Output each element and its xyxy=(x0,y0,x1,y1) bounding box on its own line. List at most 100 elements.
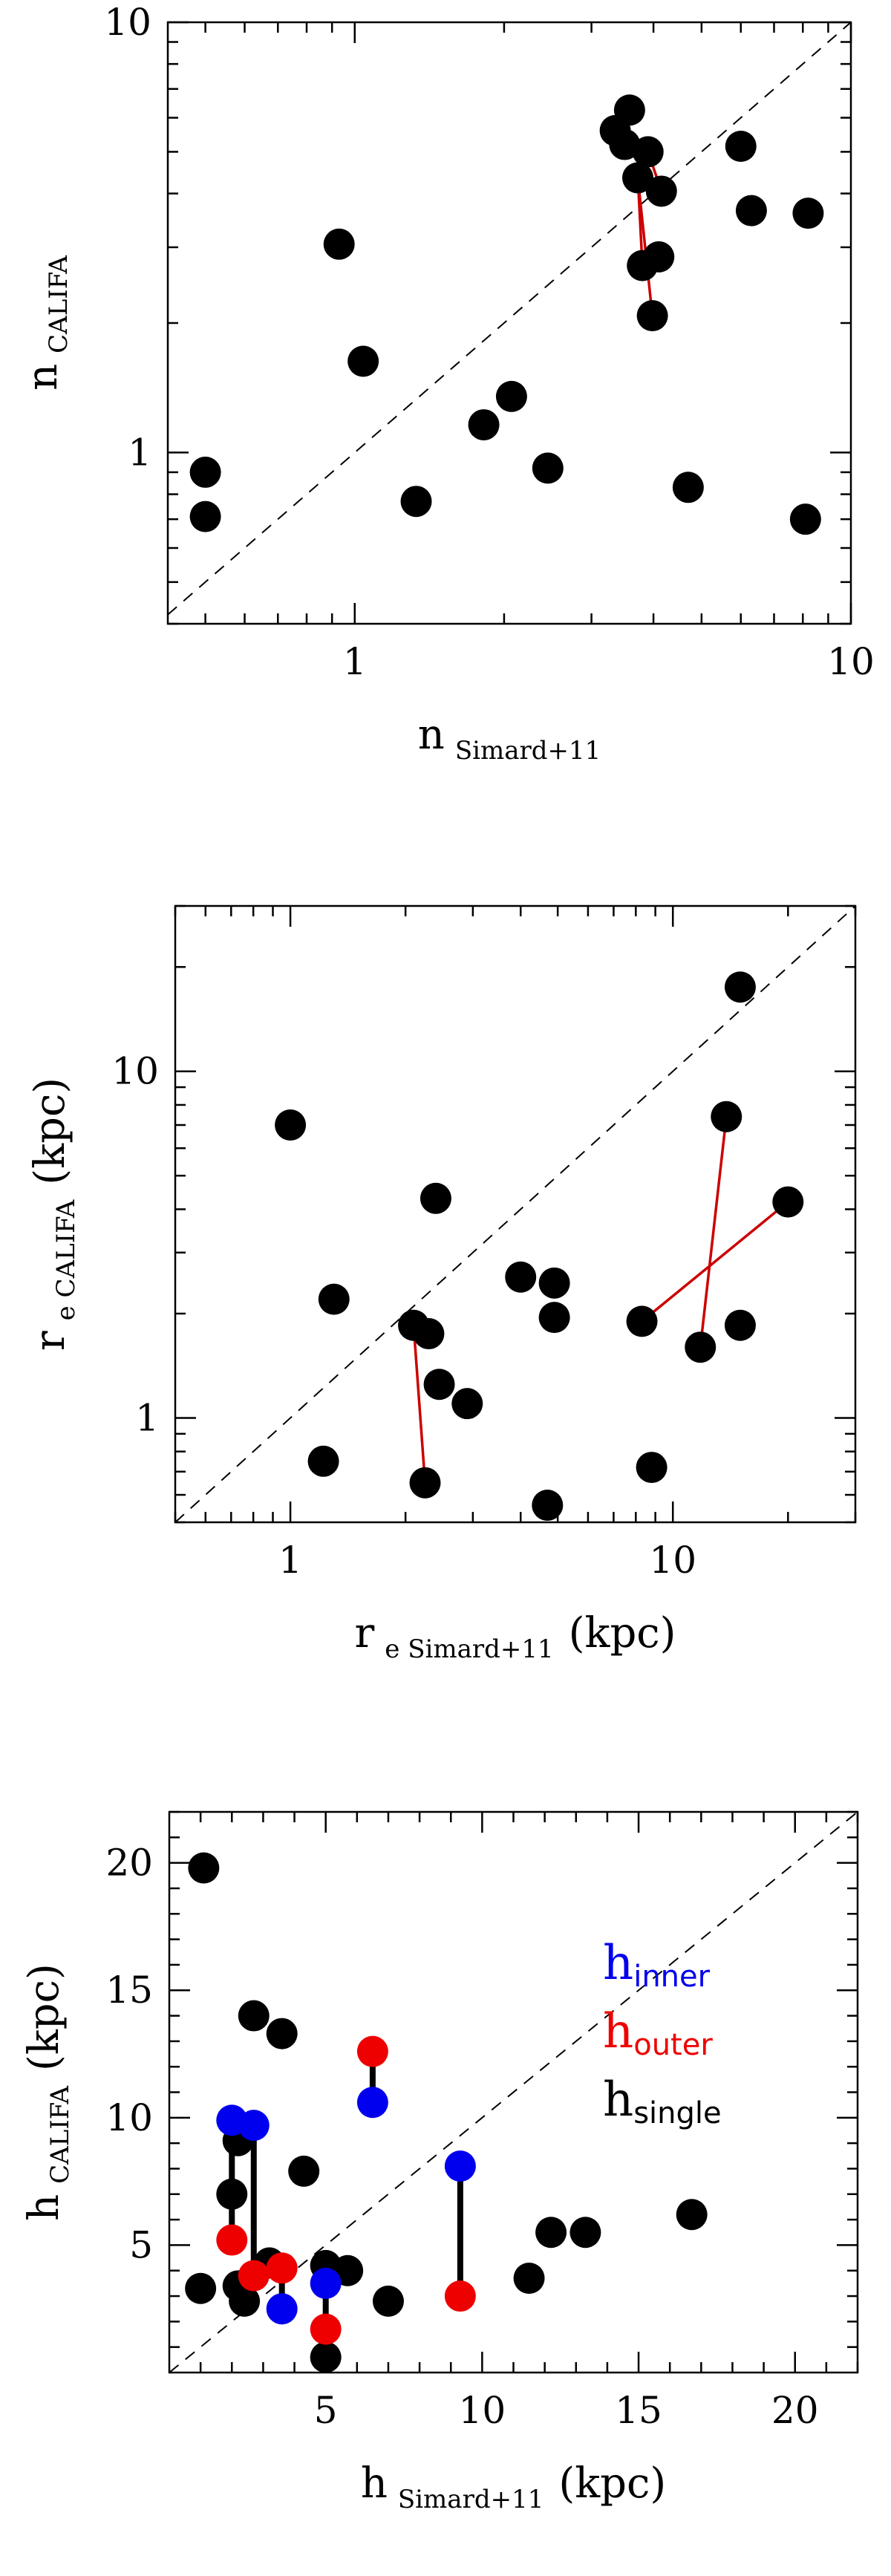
data-point xyxy=(711,1100,742,1132)
data-point xyxy=(495,380,527,412)
data-point xyxy=(735,195,767,226)
one-to-one-line xyxy=(169,1811,858,2373)
inner-point xyxy=(266,2293,298,2325)
single-point xyxy=(185,2272,217,2304)
y-tick-label: 10 xyxy=(111,1050,159,1093)
single-point xyxy=(188,1852,220,1884)
y-tick-label: 10 xyxy=(104,1,151,44)
legend-entry-single: hsingle xyxy=(603,2073,722,2130)
single-point xyxy=(216,2178,248,2210)
outer-point xyxy=(238,2260,270,2292)
data-point xyxy=(532,1490,564,1522)
outer-point xyxy=(266,2252,298,2284)
data-point xyxy=(189,456,221,488)
red-connector-line xyxy=(641,1201,789,1323)
data-point xyxy=(413,1318,445,1350)
data-point xyxy=(189,500,221,532)
data-point xyxy=(772,1186,804,1218)
panel-effective-radius: 1 10 1 10 r e Simard+11 (kpc) re CALIFA(kpc) xyxy=(26,904,857,1664)
data-point xyxy=(672,472,704,503)
data-point xyxy=(423,1369,455,1401)
data-point xyxy=(613,94,645,126)
x-axis-title: n Simard+11 xyxy=(418,711,601,766)
legend-entry-outer: houter xyxy=(603,2004,713,2062)
plot-frame xyxy=(166,21,852,625)
inner-point xyxy=(356,2087,388,2119)
single-point xyxy=(288,2155,320,2187)
single-point xyxy=(229,2285,261,2317)
single-point xyxy=(569,2217,601,2249)
data-point xyxy=(724,971,756,1003)
red-connector-line xyxy=(636,177,654,316)
data-point xyxy=(538,1302,570,1334)
data-point xyxy=(409,1467,441,1499)
y-tick-label: 20 xyxy=(105,1842,153,1885)
single-point xyxy=(372,2285,404,2317)
one-to-one-line xyxy=(174,905,856,1523)
x-axis-title: h Simard+11 (kpc) xyxy=(361,2459,666,2514)
x-tick-label: 1 xyxy=(278,1539,302,1582)
single-point xyxy=(535,2217,567,2249)
outer-point xyxy=(444,2280,476,2312)
data-point xyxy=(724,1309,756,1341)
data-point xyxy=(792,198,824,229)
data-point xyxy=(538,1267,570,1299)
x-tick-label: 15 xyxy=(615,2389,662,2432)
y-tick-label: 1 xyxy=(135,1396,159,1439)
y-tick-label: 5 xyxy=(129,2223,153,2266)
data-point xyxy=(307,1445,339,1477)
data-point xyxy=(505,1261,537,1293)
x-tick-label: 10 xyxy=(649,1539,696,1582)
single-point xyxy=(310,2341,342,2373)
single-point xyxy=(676,2199,708,2231)
data-point xyxy=(318,1283,350,1315)
data-point xyxy=(323,228,355,260)
y-axis-title: hCALIFA(kpc) xyxy=(20,1963,75,2221)
data-point xyxy=(400,486,432,518)
data-point xyxy=(725,130,757,162)
data-point xyxy=(468,409,500,441)
outer-point xyxy=(310,2313,342,2345)
x-tick-label: 10 xyxy=(827,640,875,683)
inner-point xyxy=(444,2151,476,2182)
inner-point xyxy=(310,2267,342,2299)
panel-sersic-index: 1 10 1 10 n Simard+11 nCALIFA xyxy=(19,1,875,766)
single-point xyxy=(266,2018,298,2050)
data-point xyxy=(643,241,675,273)
y-tick-label: 15 xyxy=(105,1969,153,2012)
y-tick-label: 1 xyxy=(128,431,151,474)
data-point xyxy=(420,1182,451,1214)
inner-point xyxy=(238,2110,270,2142)
data-point xyxy=(636,1452,668,1484)
data-point xyxy=(645,175,677,207)
legend-entry-inner: hinner xyxy=(603,1936,711,1994)
panel-scale-length: 5 10 15 20 5 10 15 20 h Simard+11 (kpc) hCALIFA(kpc… xyxy=(20,1810,859,2514)
data-point xyxy=(685,1331,717,1363)
x-tick-label: 5 xyxy=(314,2389,338,2432)
data-point xyxy=(451,1388,483,1420)
data-point xyxy=(789,503,821,535)
y-tick-label: 10 xyxy=(105,2096,153,2139)
y-axis-title: nCALIFA xyxy=(19,255,74,391)
single-point xyxy=(513,2263,545,2295)
plot-frame xyxy=(174,904,857,1524)
one-to-one-line xyxy=(167,22,852,616)
data-point xyxy=(532,452,564,484)
data-point xyxy=(622,162,654,194)
red-connector-line xyxy=(699,1116,728,1348)
data-point xyxy=(275,1109,307,1141)
data-point xyxy=(626,1305,658,1337)
data-point xyxy=(636,300,668,332)
red-connector-line xyxy=(412,1325,427,1483)
outer-point xyxy=(356,2035,388,2067)
single-point xyxy=(238,2000,270,2032)
outer-point xyxy=(216,2224,248,2256)
x-tick-label: 1 xyxy=(343,640,367,683)
y-axis-title: re CALIFA(kpc) xyxy=(26,1077,81,1351)
x-tick-label: 20 xyxy=(771,2389,819,2432)
x-tick-label: 10 xyxy=(459,2389,506,2432)
data-point xyxy=(347,345,379,377)
data-point xyxy=(632,136,664,168)
